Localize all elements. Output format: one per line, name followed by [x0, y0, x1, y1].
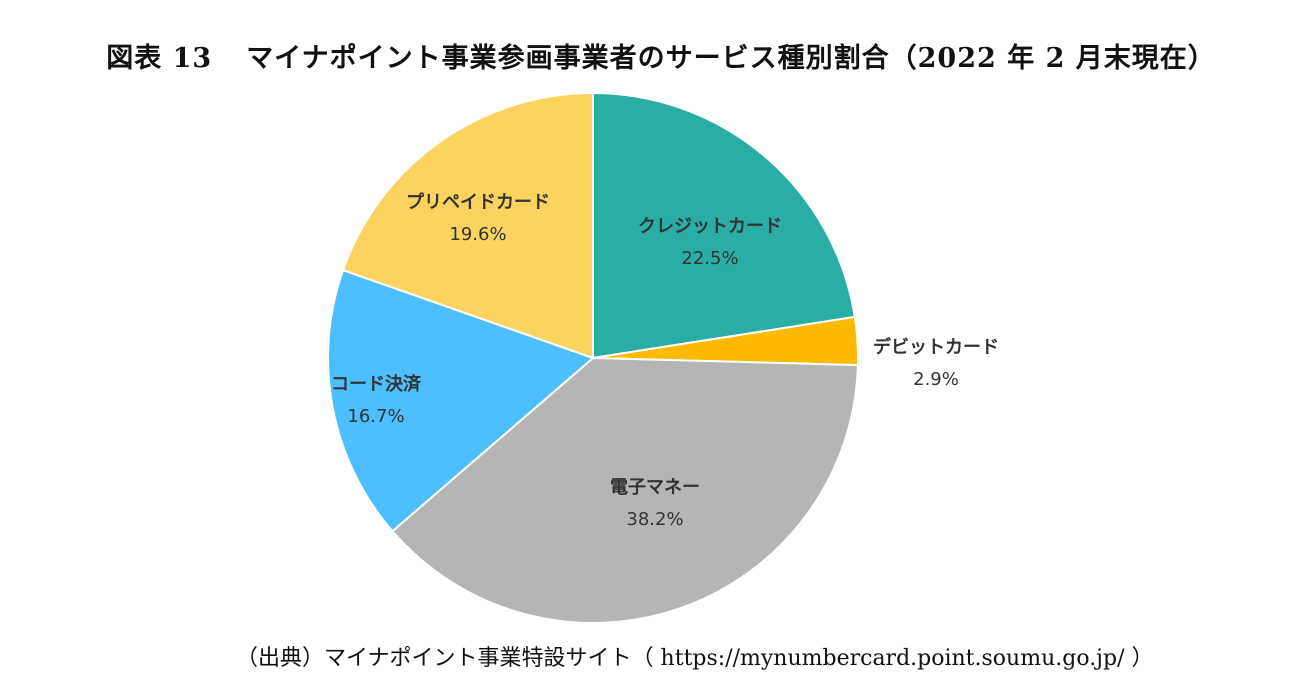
slice-label: 電子マネー — [610, 477, 700, 498]
figure-number: 図表 13 — [106, 43, 213, 74]
slice-label: クレジットカード — [638, 216, 782, 237]
slice-label: コード決済 — [331, 374, 421, 395]
pie-slice-0 — [592, 91, 856, 360]
label-credit: クレジットカード 22.5% — [638, 211, 782, 275]
label-code: コード決済 16.7% — [331, 369, 421, 433]
label-debit: デビットカード 2.9% — [873, 332, 999, 396]
label-prepaid: プリペイドカード 19.6% — [406, 187, 550, 251]
slice-value: 16.7% — [347, 406, 405, 427]
slice-value: 38.2% — [626, 509, 684, 530]
chart-title: 図表 13 マイナポイント事業参画事業者のサービス種別割合（2022 年 2 月… — [0, 36, 1316, 75]
pie-slice-2 — [391, 356, 859, 624]
slice-value: 19.6% — [449, 224, 507, 245]
pie-slice-4 — [341, 91, 594, 360]
slice-label: デビットカード — [873, 337, 999, 358]
source-note: （出典）マイナポイント事業特設サイト（ https://mynumbercard… — [236, 646, 1154, 671]
slice-value: 22.5% — [681, 248, 739, 269]
slice-label: プリペイドカード — [406, 192, 550, 213]
title-text: マイナポイント事業参画事業者のサービス種別割合（2022 年 2 月末現在） — [246, 43, 1216, 74]
label-emoney: 電子マネー 38.2% — [610, 472, 700, 536]
slice-value: 2.9% — [913, 369, 959, 390]
